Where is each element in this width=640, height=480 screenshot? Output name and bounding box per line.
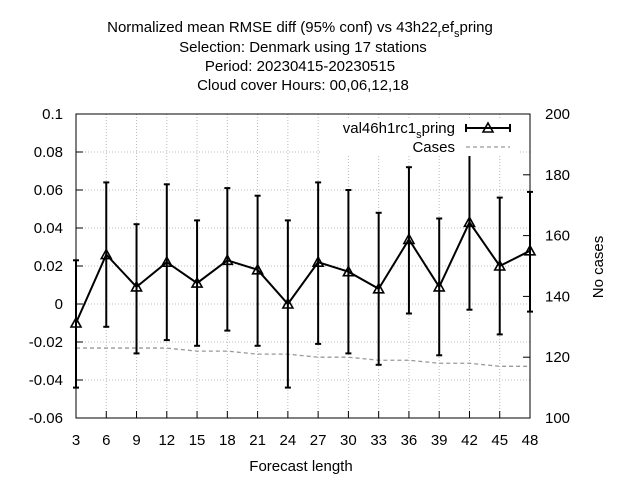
data-point — [251, 263, 264, 275]
data-point — [99, 247, 113, 260]
x-tick-label: 18 — [219, 432, 236, 449]
y-tick-label: 0.1 — [42, 106, 63, 123]
y2-tick-label: 140 — [545, 288, 570, 305]
y2-tick-labels: 100 120 140 160 180 200 — [545, 106, 570, 427]
x-tick-label: 27 — [310, 432, 327, 449]
x-tick-label: 24 — [280, 432, 297, 449]
y-tick-label: 0.06 — [34, 182, 63, 199]
y-tick-label: 0 — [55, 296, 63, 313]
data-point — [342, 265, 355, 277]
x-tick-label: 39 — [431, 432, 448, 449]
y2-tick-label: 120 — [545, 349, 570, 366]
main-series — [69, 215, 537, 328]
x-tick-label: 45 — [491, 432, 508, 449]
y-tick-label: 0.08 — [34, 144, 63, 161]
legend-label-series-1: val46h1rc1spring — [343, 120, 455, 141]
title-line-3: Period: 20230415-20230515 — [205, 58, 395, 75]
x-tick-label: 33 — [370, 432, 387, 449]
data-point — [523, 244, 537, 256]
cases-line — [76, 347, 530, 367]
grid — [76, 114, 530, 418]
data-point — [69, 316, 83, 328]
data-point — [130, 280, 143, 292]
x-tick-label: 9 — [132, 432, 140, 449]
y-tick-label: -0.02 — [29, 334, 63, 351]
y2-tick-label: 200 — [545, 106, 570, 123]
title-line-1: Normalized mean RMSE diff (95% conf) vs … — [107, 19, 493, 40]
data-point — [463, 215, 476, 228]
legend-sample-series-1 — [465, 121, 511, 133]
legend-marker — [481, 121, 495, 133]
data-point — [372, 282, 386, 294]
legend: val46h1rc1spring Cases — [322, 118, 520, 156]
x-tick-label: 42 — [461, 432, 478, 449]
title-line-4: Cloud cover Hours: 00,06,12,18 — [197, 77, 409, 94]
y2-tick-label: 160 — [545, 228, 570, 245]
chart-title: Normalized mean RMSE diff (95% conf) vs … — [107, 19, 493, 94]
title-sub-s: s — [454, 28, 460, 40]
x-tick-label: 6 — [102, 432, 110, 449]
data-point — [281, 297, 295, 309]
x-tick-label: 3 — [72, 432, 80, 449]
y-tick-labels: -0.06 -0.04 -0.02 0 0.02 0.04 0.06 0.08 0.1 — [29, 106, 63, 427]
x-tick-label: 12 — [158, 432, 175, 449]
y-tick-label: -0.06 — [29, 410, 63, 427]
data-point — [402, 232, 416, 245]
axes — [75, 113, 531, 419]
error-bars — [73, 133, 533, 389]
x-tick-label: 36 — [401, 432, 418, 449]
x-axis-label: Forecast length — [249, 458, 352, 475]
series-line — [75, 220, 531, 324]
cases-series — [76, 347, 530, 367]
data-point — [432, 280, 446, 292]
x-tick-labels: 3 6 9 12 15 18 21 24 27 30 33 36 39 42 45 48 — [72, 432, 539, 449]
y-tick-label: -0.04 — [29, 372, 63, 389]
legend-label-series-2: Cases — [412, 139, 455, 156]
y-tick-label: 0.02 — [34, 258, 63, 275]
data-point — [493, 259, 507, 271]
x-tick-label: 21 — [249, 432, 266, 449]
y2-tick-label: 100 — [545, 410, 570, 427]
data-point — [190, 276, 204, 288]
y-tick-label: 0.04 — [34, 220, 63, 237]
data-point — [160, 255, 174, 268]
title-sub-r: r — [438, 28, 442, 40]
data-point — [220, 253, 234, 266]
y2-axis-label: No cases — [590, 236, 607, 299]
title-line-2: Selection: Denmark using 17 stations — [179, 39, 427, 56]
plot-frame — [75, 113, 531, 419]
x-tick-label: 48 — [522, 432, 539, 449]
x-tick-label: 15 — [189, 432, 206, 449]
x-tick-label: 30 — [340, 432, 357, 449]
data-point — [311, 255, 325, 268]
y2-tick-label: 180 — [545, 167, 570, 184]
